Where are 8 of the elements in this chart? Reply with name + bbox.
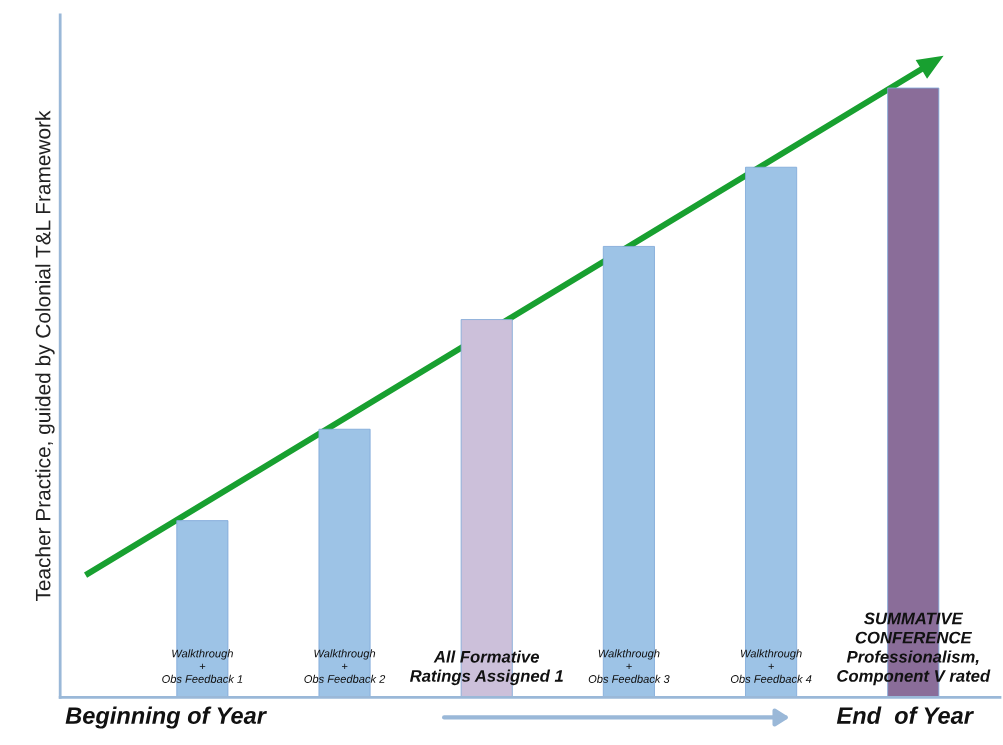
text: Beginning of Year [65,706,267,729]
x-tick-label: Walkthrough + Obs Feedback 3 [588,649,670,683]
y-axis-title: Teacher Practice, guided by Colonial T&L Framework [35,110,55,602]
text: End of Year [836,706,974,724]
x-tick-label: All Formative Ratings Assigned 1 [410,650,563,686]
x-tick-label: Walkthrough + Obs Feedback 2 [304,649,386,683]
x-tick-label: Walkthrough + Obs Feedback 4 [730,649,812,683]
x-tick-label: Walkthrough + Obs Feedback 1 [162,649,243,683]
